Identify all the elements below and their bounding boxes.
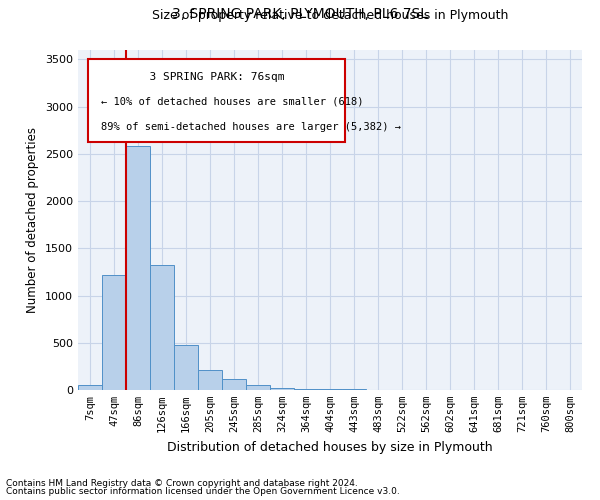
Bar [342,389,366,390]
Bar [246,386,270,390]
Text: 3 SPRING PARK: 76sqm: 3 SPRING PARK: 76sqm [136,72,298,82]
Bar [126,146,150,390]
Bar [222,379,246,390]
Text: 89% of semi-detached houses are larger (5,382) →: 89% of semi-detached houses are larger (… [101,122,401,132]
Bar [318,389,342,390]
Bar [78,386,102,390]
Title: Size of property relative to detached houses in Plymouth: Size of property relative to detached ho… [152,10,508,22]
Bar [198,370,222,390]
Bar [150,266,174,390]
Bar [88,58,345,142]
Text: ← 10% of detached houses are smaller (618): ← 10% of detached houses are smaller (61… [101,97,364,107]
Bar [270,388,294,390]
Bar [102,275,126,390]
Y-axis label: Number of detached properties: Number of detached properties [26,127,40,313]
Bar [174,344,198,390]
Text: 3, SPRING PARK, PLYMOUTH, PL6 7SL: 3, SPRING PARK, PLYMOUTH, PL6 7SL [172,8,428,22]
Text: Contains public sector information licensed under the Open Government Licence v3: Contains public sector information licen… [6,487,400,496]
X-axis label: Distribution of detached houses by size in Plymouth: Distribution of detached houses by size … [167,440,493,454]
Bar [294,388,318,390]
Text: Contains HM Land Registry data © Crown copyright and database right 2024.: Contains HM Land Registry data © Crown c… [6,478,358,488]
